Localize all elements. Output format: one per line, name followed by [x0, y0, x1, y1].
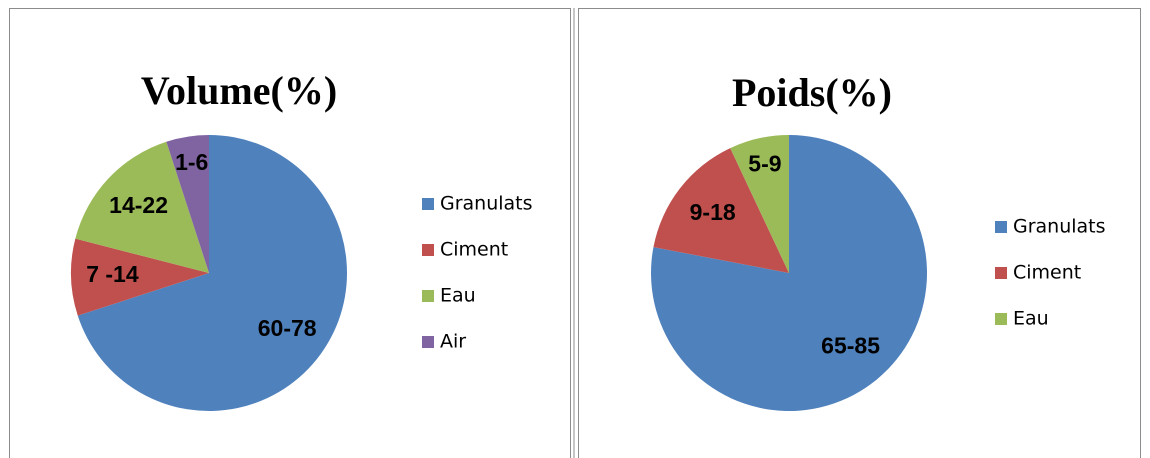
pie-slice [650, 135, 927, 412]
pie-slice [653, 148, 789, 273]
pie-slice [166, 135, 209, 273]
pie-slice [77, 135, 347, 411]
legend-label: Air [440, 331, 466, 353]
data-label: 65-85 [821, 333, 880, 359]
pie-slice [75, 141, 209, 273]
data-label: 60-78 [258, 315, 317, 341]
legend-swatch [995, 267, 1007, 279]
legend-swatch [422, 198, 434, 210]
pie-slice [71, 238, 210, 316]
legend-label: Eau [440, 285, 476, 307]
data-label: 14-22 [109, 192, 168, 218]
legend-swatch [422, 336, 434, 348]
legend-swatch [422, 244, 434, 256]
legend-label: Ciment [440, 239, 508, 261]
legend-swatch [422, 290, 434, 302]
legend-label: Eau [1013, 308, 1049, 330]
legend-label: Granulats [1013, 216, 1106, 238]
legend-label: Granulats [440, 193, 533, 215]
data-label: 1-6 [175, 149, 208, 175]
chart-title: Volume(%) [141, 68, 337, 113]
data-label: 7 -14 [86, 261, 139, 287]
legend-label: Ciment [1013, 262, 1081, 284]
data-label: 5-9 [748, 150, 781, 176]
chart-title: Poids(%) [732, 70, 892, 115]
data-label: 9-18 [690, 199, 736, 225]
legend-swatch [995, 221, 1007, 233]
pie-slice [730, 135, 789, 273]
legend-swatch [995, 313, 1007, 325]
